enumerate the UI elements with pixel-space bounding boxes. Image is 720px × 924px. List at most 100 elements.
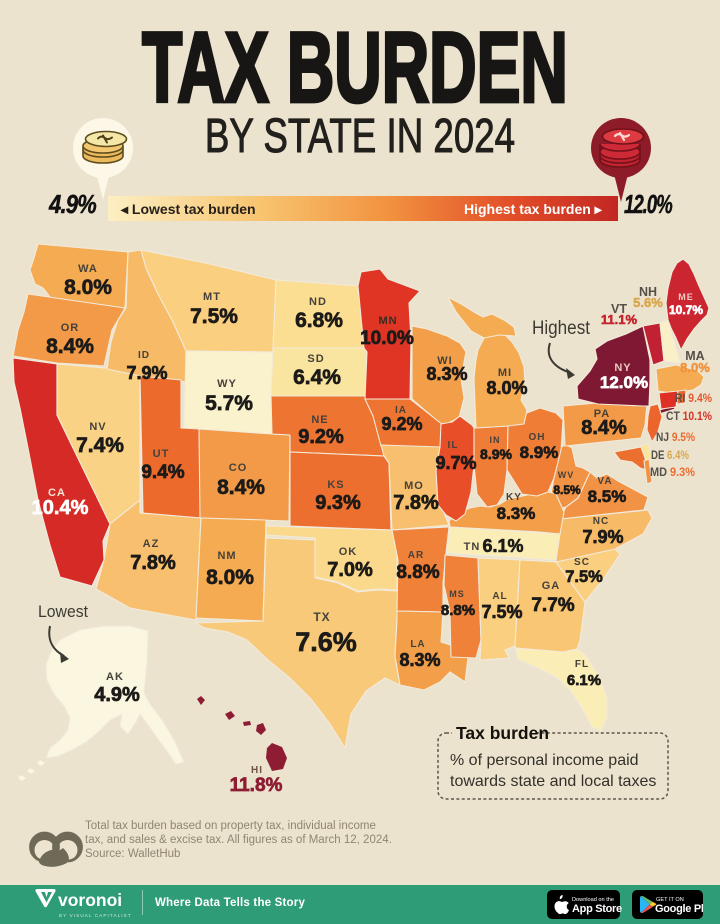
svg-text:OR: OR (61, 322, 80, 334)
svg-text:7.8%: 7.8% (393, 492, 439, 514)
svg-text:8.3%: 8.3% (399, 650, 440, 670)
svg-text:towards state and local taxes: towards state and local taxes (450, 773, 656, 790)
svg-text:MT: MT (203, 291, 221, 303)
svg-text:6.4%: 6.4% (293, 366, 341, 389)
svg-text:11.1%: 11.1% (601, 312, 638, 327)
svg-text:ME: ME (678, 292, 694, 302)
svg-text:8.9%: 8.9% (480, 446, 512, 462)
svg-text:MD 9.3%: MD 9.3% (650, 465, 695, 479)
svg-text:IL: IL (448, 440, 459, 451)
svg-text:AL: AL (492, 591, 507, 602)
svg-text:7.8%: 7.8% (130, 552, 176, 574)
svg-text:CO: CO (229, 462, 248, 474)
svg-text:7.5%: 7.5% (481, 602, 522, 622)
svg-text:7.5%: 7.5% (190, 305, 238, 328)
svg-text:NC: NC (593, 516, 609, 527)
svg-text:Tax burden: Tax burden (456, 723, 549, 743)
svg-text:5.7%: 5.7% (205, 392, 253, 415)
svg-text:11.8%: 11.8% (230, 775, 283, 796)
svg-text:8.9%: 8.9% (520, 443, 559, 462)
svg-text:SD: SD (307, 353, 324, 365)
svg-text:OK: OK (339, 546, 358, 558)
svg-text:NY: NY (614, 362, 631, 374)
svg-text:TN: TN (464, 541, 481, 553)
svg-text:KS: KS (327, 479, 344, 491)
svg-text:7.4%: 7.4% (76, 434, 124, 457)
svg-text:7.0%: 7.0% (327, 559, 373, 581)
svg-text:IN: IN (490, 435, 501, 445)
svg-text:FL: FL (575, 659, 589, 670)
svg-text:9.3%: 9.3% (315, 492, 361, 514)
svg-text:MI: MI (498, 367, 512, 379)
svg-text:NV: NV (89, 421, 106, 433)
svg-text:7.7%: 7.7% (531, 595, 574, 616)
svg-text:8.0%: 8.0% (486, 378, 527, 398)
svg-text:Lowest: Lowest (38, 602, 88, 621)
svg-text:HI: HI (251, 765, 263, 776)
svg-text:8.5%: 8.5% (588, 487, 627, 506)
svg-text:6.1%: 6.1% (482, 536, 523, 556)
svg-text:ID: ID (138, 350, 150, 361)
svg-text:AK: AK (106, 671, 124, 683)
svg-text:NH: NH (639, 285, 657, 299)
svg-text:9.4%: 9.4% (141, 462, 184, 483)
svg-text:Highest: Highest (532, 318, 591, 339)
svg-text:OH: OH (529, 432, 546, 443)
svg-text:VA: VA (597, 476, 612, 487)
svg-text:WY: WY (217, 378, 237, 390)
svg-text:NJ 9.5%: NJ 9.5% (656, 430, 695, 444)
svg-text:WV: WV (558, 470, 575, 480)
svg-text:App Store: App Store (572, 903, 622, 915)
svg-text:7.9%: 7.9% (582, 527, 623, 547)
svg-text:MO: MO (404, 480, 424, 492)
svg-text:AR: AR (408, 550, 424, 561)
svg-text:9.2%: 9.2% (381, 414, 422, 434)
svg-text:DE 6.4%: DE 6.4% (651, 448, 689, 462)
svg-text:10.4%: 10.4% (32, 497, 89, 519)
svg-text:BY VISUAL CAPITALIST: BY VISUAL CAPITALIST (59, 913, 132, 918)
svg-text:CT 10.1%: CT 10.1% (666, 409, 712, 423)
svg-text:8.3%: 8.3% (426, 364, 467, 384)
svg-text:MA: MA (685, 349, 704, 363)
svg-text:GA: GA (542, 580, 561, 592)
svg-text:8.5%: 8.5% (553, 483, 581, 497)
svg-text:9.2%: 9.2% (298, 426, 344, 448)
svg-text:9.7%: 9.7% (435, 453, 476, 473)
svg-text:8.8%: 8.8% (396, 562, 439, 583)
svg-text:LA: LA (410, 639, 425, 650)
svg-text:4.9%: 4.9% (94, 684, 140, 706)
svg-text:GET IT ON: GET IT ON (656, 897, 684, 903)
svg-text:KY: KY (506, 492, 522, 503)
svg-text:IA: IA (395, 405, 407, 416)
svg-text:7.6%: 7.6% (295, 627, 357, 657)
svg-text:8.4%: 8.4% (217, 476, 265, 499)
svg-text:7.9%: 7.9% (126, 363, 167, 383)
svg-text:ND: ND (309, 296, 327, 308)
svg-text:MN: MN (378, 315, 397, 327)
svg-text:12.0%: 12.0% (600, 373, 648, 392)
svg-text:WI: WI (437, 355, 452, 367)
svg-text:8.8%: 8.8% (441, 602, 475, 619)
svg-text:UT: UT (153, 448, 170, 460)
svg-text:8.0%: 8.0% (206, 566, 254, 589)
svg-text:% of personal income paid: % of personal income paid (450, 752, 639, 769)
svg-text:RI 9.4%: RI 9.4% (675, 391, 712, 405)
svg-text:voronoi: voronoi (58, 890, 122, 910)
svg-text:VT: VT (611, 302, 627, 316)
svg-text:10.7%: 10.7% (669, 303, 703, 317)
svg-text:6.8%: 6.8% (295, 309, 343, 332)
svg-text:AZ: AZ (143, 538, 160, 550)
svg-text:8.4%: 8.4% (46, 335, 94, 358)
svg-text:NM: NM (217, 550, 236, 562)
svg-text:Download on the: Download on the (572, 897, 614, 903)
svg-text:PA: PA (594, 408, 610, 420)
svg-text:WA: WA (78, 263, 98, 275)
svg-text:8.0%: 8.0% (64, 276, 112, 299)
svg-text:7.5%: 7.5% (565, 568, 603, 586)
svg-text:MS: MS (449, 589, 465, 599)
svg-text:SC: SC (574, 557, 590, 568)
svg-text:10.0%: 10.0% (360, 328, 414, 349)
svg-text:8.4%: 8.4% (581, 417, 627, 439)
svg-text:8.3%: 8.3% (497, 504, 536, 523)
svg-text:CA: CA (48, 487, 66, 499)
